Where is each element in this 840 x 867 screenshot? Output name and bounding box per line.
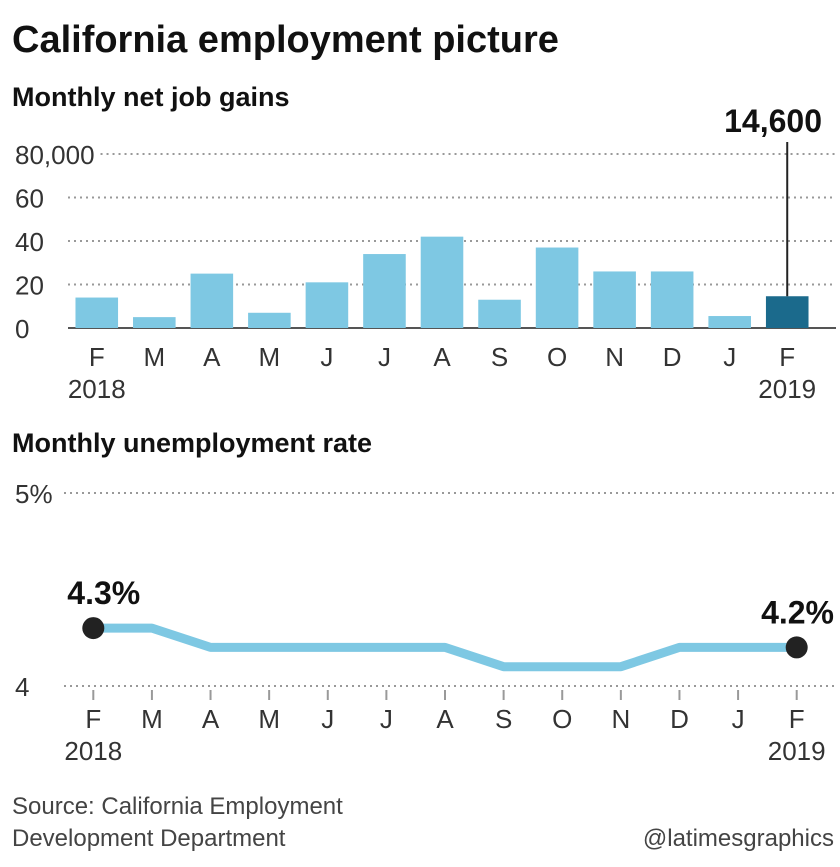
- bar: [478, 299, 521, 328]
- bar: [133, 317, 176, 328]
- page-title: California employment picture: [12, 19, 559, 61]
- bar: [248, 312, 291, 328]
- x-tick-label: F: [779, 342, 795, 372]
- x-sublabel: 2019: [758, 374, 816, 404]
- y-tick-label: 80,000: [15, 140, 95, 170]
- bar: [75, 297, 119, 328]
- chart-title: Monthly unemployment rate: [12, 428, 372, 458]
- x-tick-label: J: [723, 342, 736, 372]
- x-tick-label: J: [321, 704, 334, 734]
- value-label: 4.3%: [67, 575, 140, 611]
- chart-title: Monthly net job gains: [12, 82, 290, 112]
- end-dot: [82, 617, 105, 640]
- bar: [650, 271, 694, 328]
- x-tick-label: M: [143, 342, 165, 372]
- x-tick-label: O: [547, 342, 567, 372]
- x-sublabel: 2019: [768, 736, 826, 766]
- x-tick-label: M: [258, 704, 280, 734]
- x-tick-label: D: [663, 342, 682, 372]
- x-tick-label: J: [380, 704, 393, 734]
- bar: [305, 282, 349, 328]
- x-tick-label: J: [320, 342, 333, 372]
- y-tick-label: 0: [15, 314, 29, 344]
- x-tick-label: J: [378, 342, 391, 372]
- bar: [190, 273, 234, 328]
- x-tick-label: F: [789, 704, 805, 734]
- x-tick-label: F: [89, 342, 105, 372]
- y-tick-label: 20: [15, 271, 44, 301]
- y-tick-label: 5%: [15, 479, 53, 509]
- x-tick-label: S: [491, 342, 508, 372]
- source: Development Department: [12, 825, 286, 852]
- bar: [420, 236, 464, 328]
- x-sublabel: 2018: [68, 374, 126, 404]
- x-tick-label: A: [203, 342, 221, 372]
- y-tick-label: 4: [15, 672, 29, 702]
- x-tick-label: D: [670, 704, 689, 734]
- x-tick-label: M: [259, 342, 281, 372]
- bar: [363, 254, 406, 328]
- x-tick-label: J: [732, 704, 745, 734]
- bar: [708, 316, 751, 328]
- x-tick-label: F: [85, 704, 101, 734]
- x-tick-label: S: [495, 704, 512, 734]
- value-label: 14,600: [724, 103, 822, 139]
- source: Source: California Employment: [12, 793, 343, 820]
- x-tick-label: A: [202, 704, 220, 734]
- x-tick-label: O: [552, 704, 572, 734]
- credit: @latimesgraphics: [643, 825, 834, 852]
- x-tick-label: A: [436, 704, 454, 734]
- line: [93, 623, 797, 672]
- x-tick-label: N: [611, 704, 630, 734]
- x-sublabel: 2018: [64, 736, 122, 766]
- bar: [765, 296, 809, 328]
- x-tick-label: N: [605, 342, 624, 372]
- x-tick-label: A: [433, 342, 451, 372]
- end-dot: [785, 636, 808, 659]
- value-label: 4.2%: [761, 594, 834, 630]
- bar: [593, 271, 636, 328]
- bar: [535, 247, 579, 328]
- x-tick-label: M: [141, 704, 163, 734]
- y-tick-label: 40: [15, 227, 44, 257]
- y-tick-label: 60: [15, 184, 44, 214]
